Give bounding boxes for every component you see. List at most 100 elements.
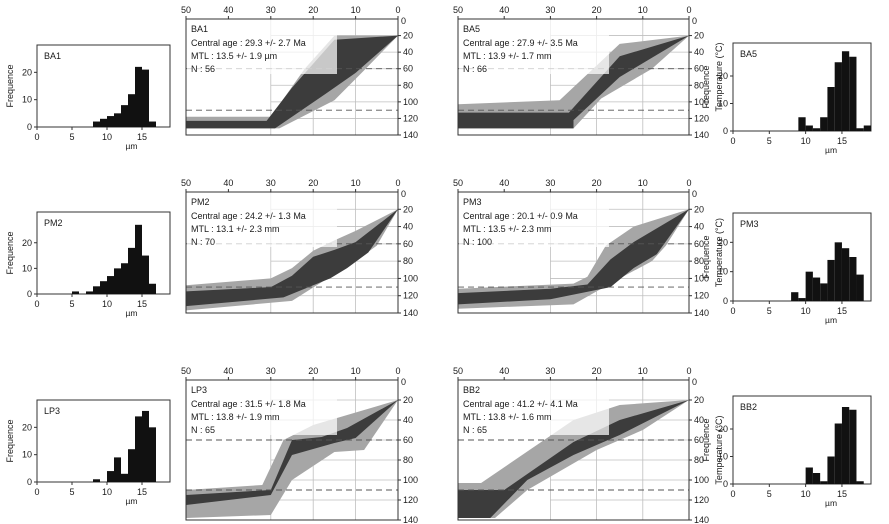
y-tick-label: 20 [22,422,32,432]
x-tick-label: 0 [34,132,39,142]
x-tick-label: 0 [686,366,691,376]
annotation-background [459,20,609,74]
panel-label: LP3 [191,385,207,395]
histogram-bar [149,121,156,127]
x-tick-label: 10 [638,5,648,15]
histogram-bar [107,471,114,482]
x-tick-label: 20 [592,5,602,15]
y-tick-label: 40 [403,47,413,57]
histogram-bar [107,276,114,294]
panel-annotation: N : 66 [463,64,487,74]
x-tick-label: 50 [181,178,191,188]
y-tick-label: 0 [401,189,406,199]
panel-frame [185,18,399,136]
annotation-background [459,381,609,435]
histogram-bar [149,427,156,482]
y-tick-label: 80 [403,256,413,266]
histogram-bar [149,283,156,294]
x-tick-label: 10 [351,178,361,188]
histogram-bar [121,105,128,127]
x-tick-label: 15 [837,136,847,146]
x-tick-label: 50 [181,366,191,376]
panel-annotation: MTL : 13.9 +/- 1.7 mm [463,51,551,61]
histogram-bar [107,116,114,127]
histogram-bar [93,286,100,294]
y-tick-label: 20 [22,67,32,77]
x-tick-label: 0 [686,178,691,188]
y-tick-label: 0 [723,479,728,489]
histogram-bar [827,259,835,301]
histogram-label: PM3 [740,219,759,229]
histogram-bar [791,292,799,301]
panel-annotation: Central age : 24.2 +/- 1.3 Ma [191,211,306,221]
y-tick-label: 0 [692,16,697,26]
panel-label: BB2 [463,385,480,395]
x-tick-label: 5 [767,306,772,316]
histogram-bar [798,298,806,301]
panel-frame [457,191,690,314]
histogram-bar [812,128,821,131]
histogram-bar [121,473,128,482]
y-tick-label: 80 [694,455,704,465]
y-axis-label: Frequence [5,419,15,462]
histogram-bar [128,247,135,294]
y-tick-label: 140 [694,515,709,524]
panel-frame [457,18,690,136]
panel-annotation: Central age : 27.9 +/- 3.5 Ma [463,38,578,48]
histogram-label: BA1 [44,51,61,61]
y-tick-label: 20 [694,31,704,41]
y-tick-label: 120 [403,495,418,505]
y-tick-label: 140 [694,130,709,140]
y-tick-label: 20 [718,424,728,434]
x-tick-label: 0 [730,306,735,316]
good-fit-envelope [458,35,689,129]
histogram-bar [93,121,100,127]
path-pm3: 50 40 30 20 10 0020406080100120140Temperature… [453,178,724,318]
histogram-bar [121,263,128,294]
path-lp3: 50 40 30 20 10 0020406080100120140LP3Central … [181,366,418,524]
x-tick-label: 10 [638,178,648,188]
y-tick-label: 80 [694,80,704,90]
y-tick-label: 20 [403,204,413,214]
annotation-background [459,193,609,247]
panel-annotation: Central age : 20.1 +/- 0.9 Ma [463,211,578,221]
histogram-bar [135,416,142,482]
y-tick-label: 100 [694,475,709,485]
x-tick-label: 30 [266,5,276,15]
y-tick-label: 60 [694,435,704,445]
x-tick-label: 30 [545,5,555,15]
x-tick-label: 5 [69,487,74,497]
y-tick-label: 10 [22,450,32,460]
panel-annotation: N : 65 [191,425,215,435]
annotation-background [187,20,337,74]
path-ba5: 50 40 30 20 10 0020406080100120140Temperature… [453,5,724,140]
y-tick-label: 80 [403,80,413,90]
hist-pm2: 0 10 20 0 5 10 15 PM2 µm Frequence [5,211,171,318]
y-tick-label: 0 [401,377,406,387]
temperature-axis-label: Temperature (°C) [714,218,724,287]
y-tick-label: 40 [694,222,704,232]
histogram-bar [827,456,835,484]
y-tick-label: 20 [22,238,32,248]
x-tick-label: 5 [69,299,74,309]
x-tick-label: 50 [453,178,463,188]
panel-annotation: MTL : 13.8 +/- 1.6 mm [463,412,551,422]
histogram-bar [114,113,121,127]
histogram-bar [849,257,857,301]
x-tick-label: 20 [592,366,602,376]
y-tick-label: 120 [403,113,418,123]
acceptable-fit-envelope [186,209,398,311]
path-pm2: 50 40 30 20 10 0020406080100120140PM2Central … [181,178,418,318]
y-tick-label: 10 [718,267,728,277]
histogram-bar [856,481,864,484]
histogram-bar [841,51,850,131]
x-tick-label: 10 [801,489,811,499]
histogram-bar [812,277,821,301]
y-tick-label: 40 [403,415,413,425]
hist-ba5: 0 10 20 0 5 10 15 BA5 µm Frequence [701,42,872,155]
y-tick-label: 10 [718,452,728,462]
y-tick-label: 120 [403,291,418,301]
histogram-bar [841,407,850,484]
x-tick-label: 0 [395,366,400,376]
